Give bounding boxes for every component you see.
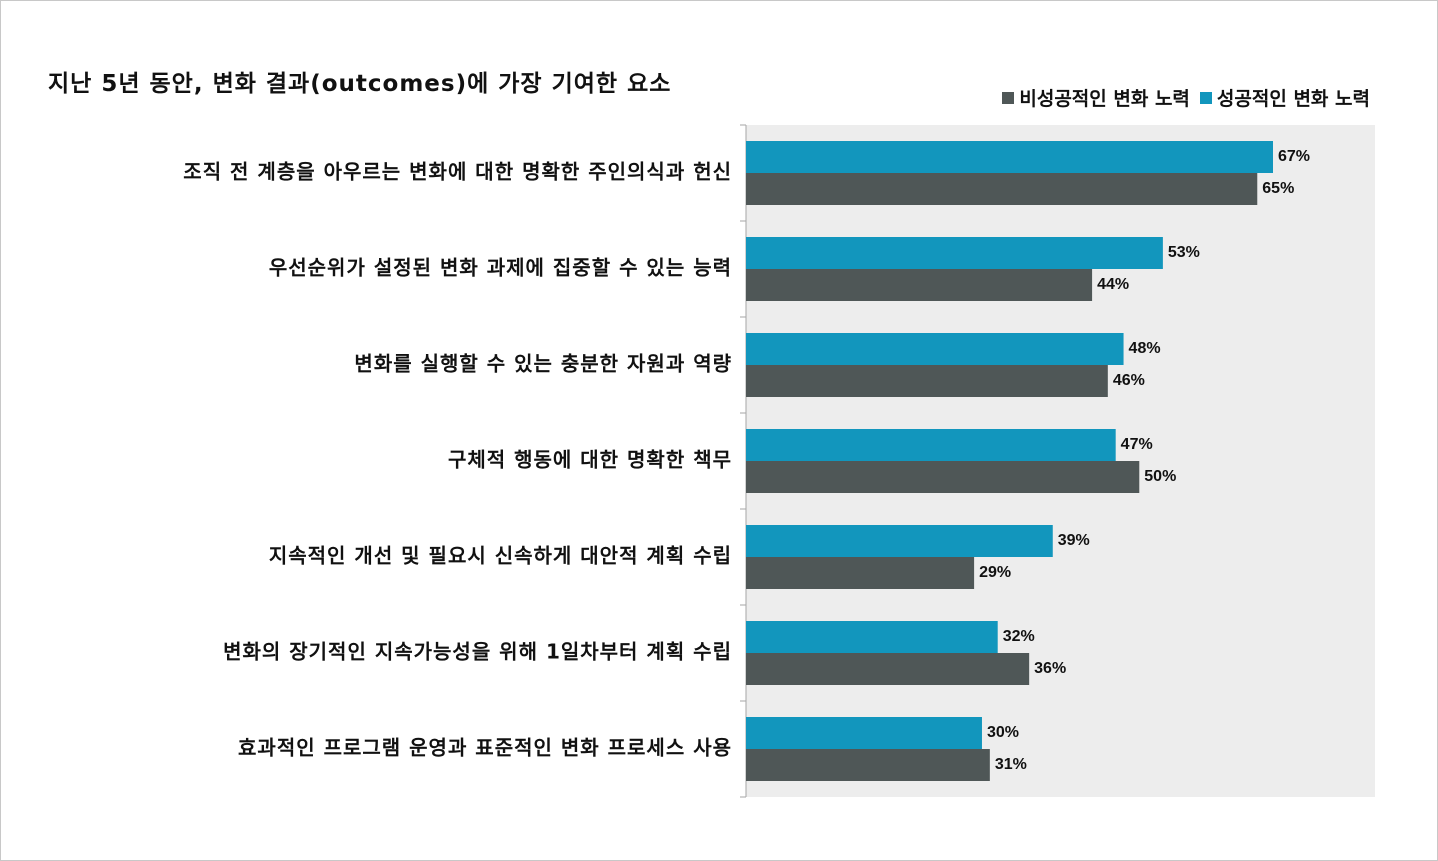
category-label: 조직 전 계층을 아우르는 변화에 대한 명확한 주인의식과 헌신 xyxy=(183,160,732,184)
data-label-successful: 32% xyxy=(1003,628,1035,645)
data-label-unsuccessful: 46% xyxy=(1113,372,1145,389)
data-label-unsuccessful: 29% xyxy=(979,564,1011,581)
bar-unsuccessful xyxy=(746,461,1140,493)
bar-unsuccessful xyxy=(746,749,990,781)
bar-successful xyxy=(746,333,1124,365)
legend-swatch-unsuccessful xyxy=(1002,91,1015,104)
category-label: 변화를 실행할 수 있는 충분한 자원과 역량 xyxy=(354,352,732,376)
data-label-unsuccessful: 31% xyxy=(995,756,1027,773)
legend-item-successful: 성공적인 변화 노력 xyxy=(1199,84,1370,111)
category-label: 변화의 장기적인 지속가능성을 위해 1일차부터 계획 수립 xyxy=(223,640,732,664)
legend-item-unsuccessful: 비성공적인 변화 노력 xyxy=(1002,84,1190,111)
data-label-successful: 39% xyxy=(1058,532,1090,549)
legend: 비성공적인 변화 노력 성공적인 변화 노력 xyxy=(1002,84,1370,111)
bar-unsuccessful xyxy=(746,557,975,589)
data-label-successful: 30% xyxy=(987,724,1019,741)
legend-label-unsuccessful: 비성공적인 변화 노력 xyxy=(1019,88,1190,110)
category-label: 구체적 행동에 대한 명확한 책무 xyxy=(448,448,732,472)
bar-unsuccessful xyxy=(746,269,1093,301)
data-label-unsuccessful: 44% xyxy=(1097,276,1129,293)
data-label-successful: 48% xyxy=(1129,340,1161,357)
category-label: 지속적인 개선 및 필요시 신속하게 대안적 계획 수립 xyxy=(269,544,732,568)
chart-title: 지난 5년 동안, 변화 결과(outcomes)에 가장 기여한 요소 xyxy=(48,71,672,97)
data-label-successful: 67% xyxy=(1278,148,1310,165)
category-label: 우선순위가 설정된 변화 과제에 집중할 수 있는 능력 xyxy=(269,256,732,280)
bar-successful xyxy=(746,429,1116,461)
bar-successful xyxy=(746,141,1273,173)
data-label-successful: 53% xyxy=(1168,244,1200,261)
bar-unsuccessful xyxy=(746,173,1258,205)
bar-successful xyxy=(746,237,1163,269)
bar-successful xyxy=(746,717,982,749)
bar-successful xyxy=(746,525,1053,557)
bar-successful xyxy=(746,621,998,653)
legend-label-successful: 성공적인 변화 노력 xyxy=(1216,88,1370,110)
legend-swatch-successful xyxy=(1199,91,1212,104)
data-label-unsuccessful: 36% xyxy=(1034,660,1066,677)
data-label-unsuccessful: 50% xyxy=(1144,468,1176,485)
category-label: 효과적인 프로그램 운영과 표준적인 변화 프로세스 사용 xyxy=(238,736,732,760)
bar-unsuccessful xyxy=(746,653,1030,685)
data-label-successful: 47% xyxy=(1121,436,1153,453)
bar-unsuccessful xyxy=(746,365,1108,397)
data-label-unsuccessful: 65% xyxy=(1262,180,1294,197)
